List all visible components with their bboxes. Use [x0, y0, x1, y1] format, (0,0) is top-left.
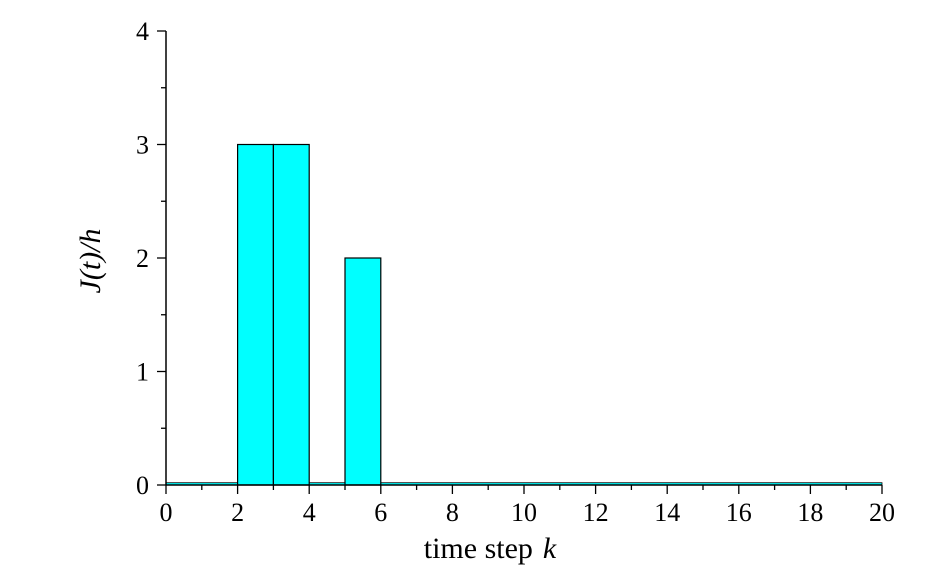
x-tick-label-0: 0 [160, 498, 173, 527]
x-tick-label-20: 20 [869, 498, 895, 527]
x-axis-title-text: time step [424, 532, 533, 565]
y-tick-label-1: 1 [136, 358, 149, 387]
y-tick-label-3: 3 [136, 131, 149, 160]
x-axis-title-variable: k [543, 532, 557, 565]
bar-step-3 [272, 143, 310, 486]
x-tick-label-16: 16 [726, 498, 752, 527]
x-tick-label-18: 18 [797, 498, 823, 527]
bar-step-2 [237, 143, 275, 486]
x-axis-title: time step k [424, 532, 557, 565]
x-tick-label-6: 6 [374, 498, 387, 527]
x-tick-label-10: 10 [511, 498, 537, 527]
y-axis-title: J(t)/h [74, 229, 107, 294]
ticks-layer [157, 30, 883, 494]
x-tick-label-2: 2 [231, 498, 244, 527]
x-tick-label-4: 4 [303, 498, 316, 527]
x-tick-label-12: 12 [583, 498, 609, 527]
y-tick-label-0: 0 [136, 471, 149, 500]
x-tick-label-8: 8 [446, 498, 459, 527]
x-tick-label-14: 14 [654, 498, 680, 527]
bars-layer [237, 143, 382, 486]
y-tick-label-4: 4 [136, 17, 149, 46]
bar-step-5 [344, 257, 382, 486]
y-tick-label-2: 2 [136, 244, 149, 273]
